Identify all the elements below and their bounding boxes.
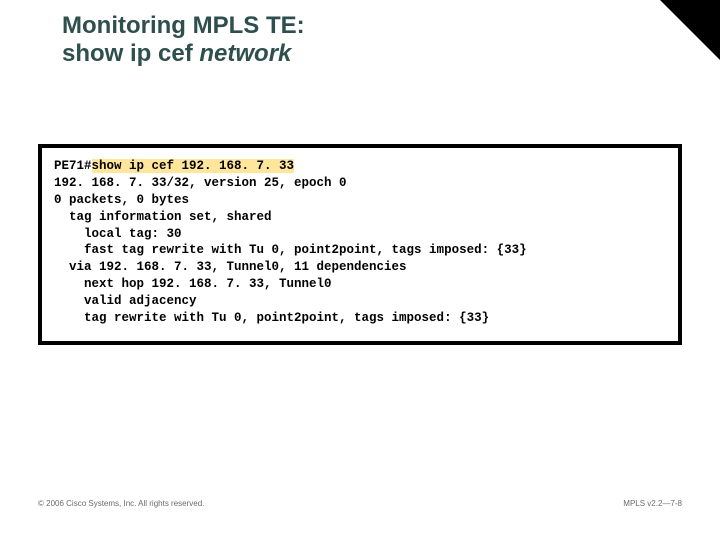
title-line-2: show ip cef network <box>62 40 305 68</box>
footer-page-ref: MPLS v2.2—7-8 <box>623 499 682 508</box>
terminal-output-box: PE71#show ip cef 192. 168. 7. 33 192. 16… <box>38 144 682 345</box>
title-line-2-italic: network <box>199 40 291 67</box>
title-line-2-prefix: show ip cef <box>62 40 199 67</box>
footer-copyright: © 2006 Cisco Systems, Inc. All rights re… <box>38 499 204 508</box>
title-line-1: Monitoring MPLS TE: <box>62 12 305 40</box>
corner-accent <box>680 0 720 40</box>
terminal-output: PE71#show ip cef 192. 168. 7. 33 192. 16… <box>54 158 666 327</box>
slide-title: Monitoring MPLS TE: show ip cef network <box>62 12 305 67</box>
